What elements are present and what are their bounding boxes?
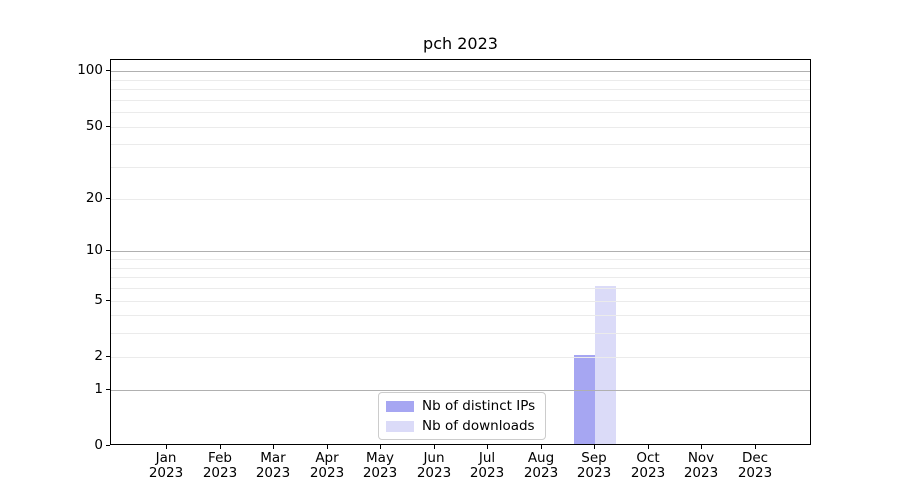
x-tick-label: Oct 2023: [618, 451, 678, 481]
y-tick-label: 1: [94, 381, 103, 397]
x-tick-label: Dec 2023: [725, 451, 785, 481]
gridline-major: [111, 71, 810, 72]
gridline-minor: [111, 288, 810, 289]
legend-item-label: Nb of distinct IPs: [422, 398, 536, 414]
legend-item: Nb of downloads: [386, 418, 535, 434]
x-tick-month: Oct: [636, 450, 660, 466]
gridline-minor: [111, 199, 810, 200]
gridline-minor: [111, 112, 810, 113]
gridline-minor: [111, 89, 810, 90]
x-tick-year: 2023: [630, 465, 666, 481]
gridline-minor: [111, 144, 810, 145]
x-tick-year: 2023: [255, 465, 291, 481]
y-tick-mark: [106, 70, 110, 71]
x-tick-label: Feb 2023: [190, 451, 250, 481]
x-tick-year: 2023: [416, 465, 452, 481]
y-tick-label: 2: [94, 348, 103, 364]
y-tick-mark: [106, 389, 110, 390]
x-tick-year: 2023: [362, 465, 398, 481]
gridline-major: [111, 390, 810, 391]
x-tick-month: Jan: [155, 450, 177, 466]
x-tick-mark: [487, 445, 488, 449]
x-tick-year: 2023: [148, 465, 184, 481]
x-tick-mark: [380, 445, 381, 449]
x-tick-month: Feb: [208, 450, 232, 466]
gridline-minor: [111, 259, 810, 260]
x-tick-year: 2023: [737, 465, 773, 481]
y-tick-label: 0: [94, 437, 103, 453]
x-tick-label: May 2023: [350, 451, 410, 481]
x-tick-mark: [220, 445, 221, 449]
y-tick-mark: [106, 250, 110, 251]
x-tick-month: Jul: [478, 450, 496, 466]
legend: Nb of distinct IPs Nb of downloads: [378, 392, 547, 440]
chart-title: pch 2023: [423, 34, 498, 53]
y-tick-label: 20: [85, 190, 103, 206]
x-tick-month: May: [366, 450, 394, 466]
x-tick-year: 2023: [523, 465, 559, 481]
gridline-minor: [111, 333, 810, 334]
gridline-minor: [111, 357, 810, 358]
x-tick-mark: [273, 445, 274, 449]
gridline-minor: [111, 315, 810, 316]
x-tick-mark: [166, 445, 167, 449]
x-tick-mark: [701, 445, 702, 449]
gridline-minor: [111, 127, 810, 128]
legend-swatch-nb-of-downloads: [386, 420, 414, 432]
x-tick-mark: [327, 445, 328, 449]
x-tick-label: Jan 2023: [136, 451, 196, 481]
gridline-minor: [111, 301, 810, 302]
x-tick-month: Dec: [741, 450, 769, 466]
y-tick-label: 100: [77, 62, 103, 78]
x-tick-month: Aug: [527, 450, 555, 466]
x-tick-label: Jun 2023: [404, 451, 464, 481]
gridline-minor: [111, 167, 810, 168]
y-tick-mark: [106, 445, 110, 446]
y-tick-mark: [106, 356, 110, 357]
x-tick-year: 2023: [309, 465, 345, 481]
y-tick-mark: [106, 126, 110, 127]
bar-nb-of-distinct-ips-sep: [574, 355, 596, 444]
y-tick-mark: [106, 198, 110, 199]
y-tick-mark: [106, 300, 110, 301]
gridline-minor: [111, 80, 810, 81]
x-tick-label: Apr 2023: [297, 451, 357, 481]
x-tick-year: 2023: [683, 465, 719, 481]
x-tick-mark: [434, 445, 435, 449]
x-tick-month: Sep: [581, 450, 607, 466]
x-tick-month: Apr: [315, 450, 339, 466]
plot-area: [110, 59, 811, 445]
x-tick-month: Jun: [423, 450, 445, 466]
x-tick-year: 2023: [576, 465, 612, 481]
x-tick-month: Mar: [260, 450, 286, 466]
y-tick-label: 5: [94, 292, 103, 308]
x-tick-year: 2023: [469, 465, 505, 481]
legend-item: Nb of distinct IPs: [386, 398, 535, 414]
x-tick-label: Mar 2023: [243, 451, 303, 481]
x-tick-label: Sep 2023: [564, 451, 624, 481]
legend-swatch-nb-of-distinct-ips: [386, 400, 414, 412]
x-tick-year: 2023: [202, 465, 238, 481]
x-tick-mark: [755, 445, 756, 449]
bar-nb-of-downloads-sep: [595, 286, 617, 444]
x-tick-month: Nov: [687, 450, 715, 466]
x-tick-label: Jul 2023: [457, 451, 517, 481]
legend-item-label: Nb of downloads: [422, 418, 535, 434]
gridline-minor: [111, 100, 810, 101]
x-tick-mark: [594, 445, 595, 449]
x-tick-label: Nov 2023: [671, 451, 731, 481]
y-tick-label: 50: [85, 118, 103, 134]
x-tick-mark: [648, 445, 649, 449]
y-tick-label: 10: [85, 242, 103, 258]
gridline-minor: [111, 268, 810, 269]
gridline-minor: [111, 277, 810, 278]
x-tick-label: Aug 2023: [511, 451, 571, 481]
x-tick-mark: [541, 445, 542, 449]
gridline-major: [111, 251, 810, 252]
